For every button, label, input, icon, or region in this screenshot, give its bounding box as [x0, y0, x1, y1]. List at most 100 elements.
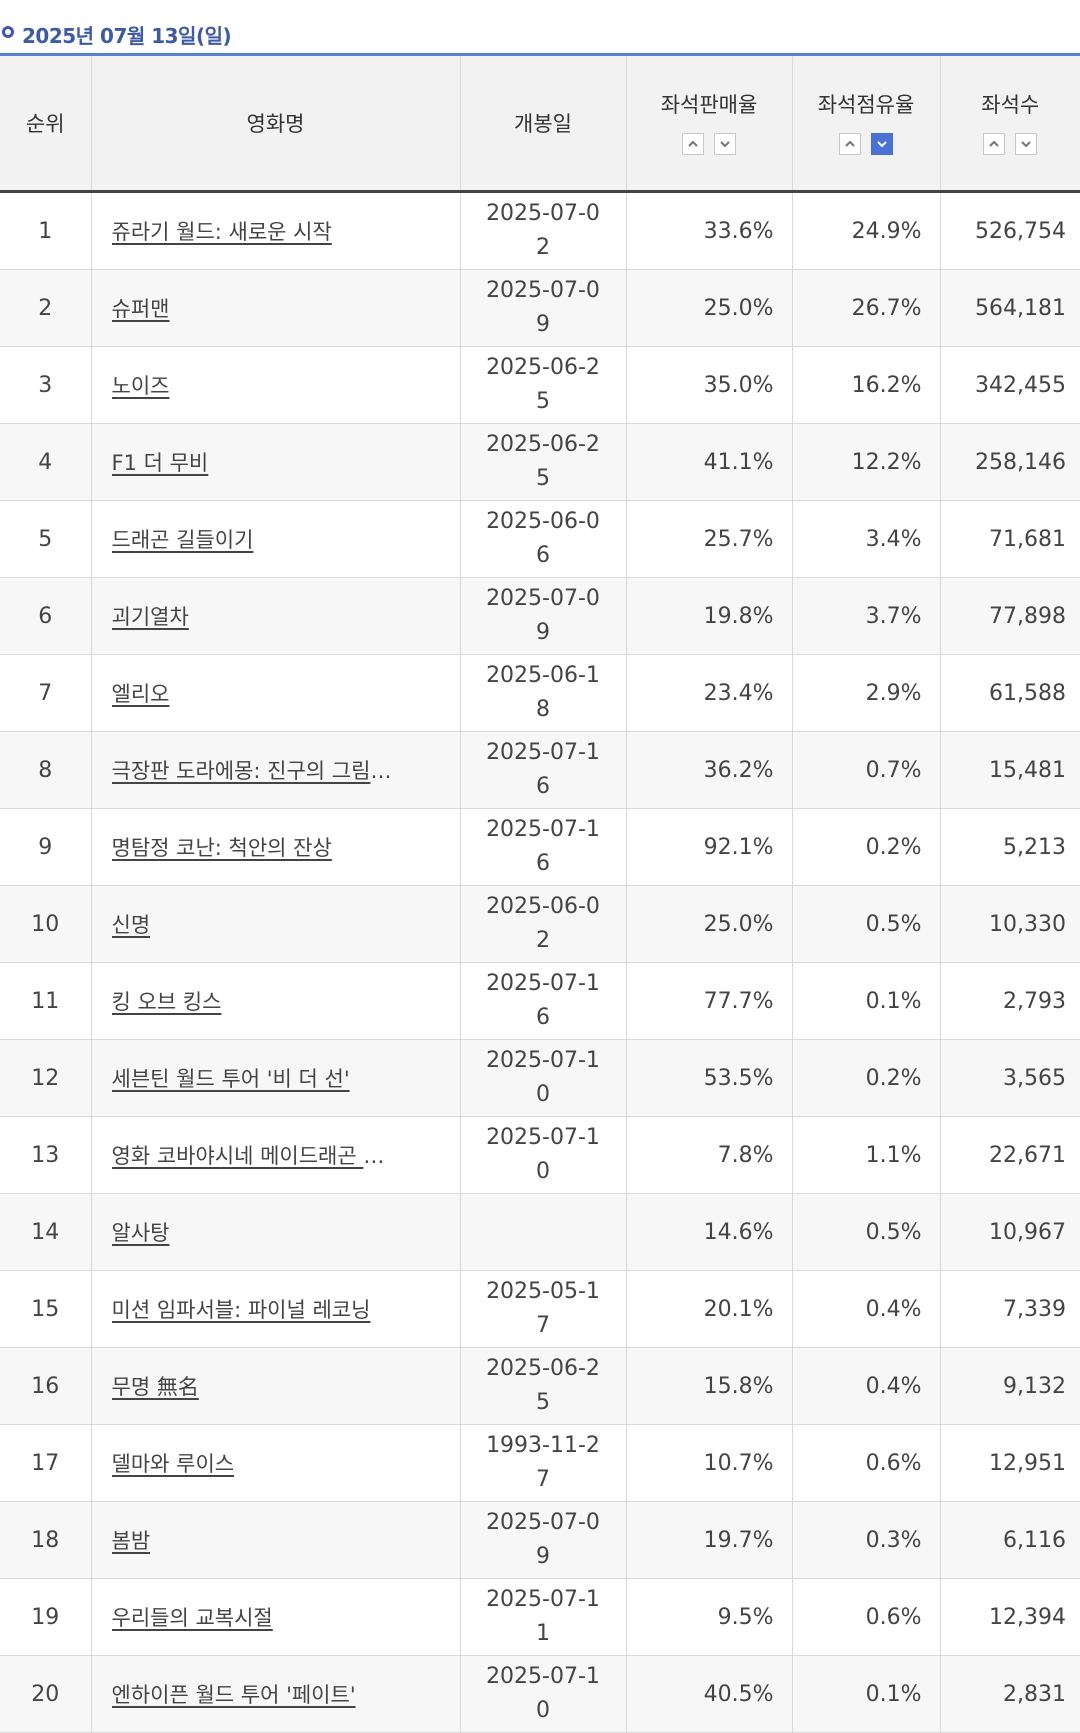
table-row: 5 드래곤 길들이기 2025-06-06 25.7% 3.4% 71,681 — [0, 500, 1080, 578]
rank-cell: 10 — [0, 885, 92, 963]
box-office-table: 순위 영화명 개봉일 좌석판매율 좌석점유율 — [0, 56, 1080, 1733]
movie-title-link[interactable]: 알사탕 — [111, 1221, 170, 1245]
share-rate-cell: 0.4% — [792, 1347, 941, 1425]
sales-rate-cell: 15.8% — [626, 1347, 793, 1425]
sales-rate-cell: 25.7% — [626, 500, 793, 578]
table-row: 14 알사탕 14.6% 0.5% 10,967 — [0, 1193, 1080, 1271]
share-rate-cell: 26.7% — [792, 269, 941, 347]
rank-cell: 9 — [0, 808, 92, 886]
title-cell: 미션 임파서블: 파이널 레코닝 — [91, 1270, 461, 1348]
movie-title-link[interactable]: 엘리오 — [111, 682, 170, 706]
movie-title-link[interactable]: 델마와 루이스 — [111, 1452, 235, 1476]
share-rate-cell: 2.9% — [792, 654, 941, 732]
chevron-up-icon — [688, 140, 698, 147]
rank-cell: 18 — [0, 1501, 92, 1579]
seats-cell: 526,754 — [940, 191, 1080, 270]
table-row: 19 우리들의 교복시절 2025-07-11 9.5% 0.6% 12,394 — [0, 1578, 1080, 1656]
movie-title-link[interactable]: 엔하이픈 월드 투어 '페이트' — [111, 1683, 356, 1707]
rank-cell: 14 — [0, 1193, 92, 1271]
sales-rate-cell: 35.0% — [626, 346, 793, 424]
sales-rate-cell: 33.6% — [626, 191, 793, 270]
title-cell: 우리들의 교복시절 — [91, 1578, 461, 1656]
sort-desc-sales-button[interactable] — [714, 133, 736, 155]
title-cell: 알사탕 — [91, 1193, 461, 1271]
open-date-cell: 2025-07-09 — [460, 577, 627, 655]
chevron-up-icon — [845, 140, 855, 147]
table-row: 8 극장판 도라에몽: 진구의 그림이야기 2025-07-16 36.2% 0.7% 1… — [0, 731, 1080, 809]
rank-cell: 12 — [0, 1039, 92, 1117]
title-cell: 드래곤 길들이기 — [91, 500, 461, 578]
sort-asc-seats-button[interactable] — [983, 133, 1006, 155]
open-date-cell: 2025-05-17 — [460, 1270, 627, 1348]
seats-header: 좌석수 — [940, 56, 1080, 193]
movie-title-link[interactable]: 드래곤 길들이기 — [111, 528, 254, 552]
table-row: 9 명탐정 코난: 척안의 잔상 2025-07-16 92.1% 0.2% 5,213 — [0, 808, 1080, 886]
movie-title-link[interactable]: F1 더 무비 — [111, 451, 209, 475]
open-date-cell: 2025-07-11 — [460, 1578, 627, 1656]
sort-asc-sales-button[interactable] — [682, 133, 704, 155]
table-row: 6 괴기열차 2025-07-09 19.8% 3.7% 77,898 — [0, 577, 1080, 655]
sales-rate-cell: 10.7% — [626, 1424, 793, 1502]
table-row: 11 킹 오브 킹스 2025-07-16 77.7% 0.1% 2,793 — [0, 962, 1080, 1040]
movie-title-link[interactable]: 신명 — [111, 913, 151, 937]
sales-rate-cell: 19.7% — [626, 1501, 793, 1579]
title-cell: 영화 코바야시네 메이드래곤 외로… — [91, 1116, 461, 1194]
movie-title-link[interactable]: 무명 無名 — [111, 1375, 199, 1399]
sort-desc-seats-button[interactable] — [1015, 133, 1038, 155]
title-cell: 봄밤 — [91, 1501, 461, 1579]
open-date-cell: 2025-07-09 — [460, 1501, 627, 1579]
seats-cell: 342,455 — [940, 346, 1080, 424]
movie-title-link[interactable]: 영화 코바야시네 메이드래곤 외로… — [111, 1144, 402, 1168]
movie-title-link[interactable]: 세븐틴 월드 투어 '비 더 선' — [111, 1067, 350, 1091]
title-cell: 노이즈 — [91, 346, 461, 424]
movie-title-link[interactable]: 우리들의 교복시절 — [111, 1606, 273, 1630]
seats-cell: 12,951 — [940, 1424, 1080, 1502]
seats-cell: 6,116 — [940, 1501, 1080, 1579]
share-rate-cell: 0.6% — [792, 1424, 941, 1502]
rank-cell: 11 — [0, 962, 92, 1040]
movie-title-link[interactable]: 명탐정 코난: 척안의 잔상 — [111, 836, 332, 860]
movie-title-link[interactable]: 봄밤 — [111, 1529, 151, 1553]
share-rate-cell: 0.3% — [792, 1501, 941, 1579]
open-date-cell: 2025-07-02 — [460, 191, 627, 270]
movie-title-link[interactable]: 노이즈 — [111, 374, 170, 398]
rank-cell: 15 — [0, 1270, 92, 1348]
open-date-cell: 2025-06-25 — [460, 1347, 627, 1425]
open-date-cell: 2025-06-25 — [460, 423, 627, 501]
date-header: 2025년 07월 13일(일) — [0, 0, 1080, 56]
movie-title-link[interactable]: 슈퍼맨 — [111, 297, 170, 321]
open-date-cell: 2025-07-16 — [460, 808, 627, 886]
seats-cell: 7,339 — [940, 1270, 1080, 1348]
open-date-cell: 2025-07-10 — [460, 1116, 627, 1194]
table-row: 12 세븐틴 월드 투어 '비 더 선' 2025-07-10 53.5% 0.2% 3,… — [0, 1039, 1080, 1117]
sales-rate-cell: 40.5% — [626, 1655, 793, 1733]
title-header: 영화명 — [91, 56, 461, 193]
rank-cell: 5 — [0, 500, 92, 578]
share-rate-cell: 12.2% — [792, 423, 941, 501]
share-rate-cell: 16.2% — [792, 346, 941, 424]
sales-rate-cell: 7.8% — [626, 1116, 793, 1194]
seats-cell: 10,967 — [940, 1193, 1080, 1271]
title-cell: 괴기열차 — [91, 577, 461, 655]
share-rate-cell: 0.5% — [792, 885, 941, 963]
rank-header: 순위 — [0, 56, 92, 193]
rank-cell: 20 — [0, 1655, 92, 1733]
movie-title-link[interactable]: 킹 오브 킹스 — [111, 990, 222, 1014]
share-rate-cell: 1.1% — [792, 1116, 941, 1194]
seats-cell: 9,132 — [940, 1347, 1080, 1425]
movie-title-link[interactable]: 극장판 도라에몽: 진구의 그림이야기 — [111, 759, 402, 783]
open-date-cell: 2025-07-09 — [460, 269, 627, 347]
movie-title-link[interactable]: 쥬라기 월드: 새로운 시작 — [111, 220, 332, 244]
open-date-cell: 2025-07-10 — [460, 1039, 627, 1117]
seats-cell: 2,793 — [940, 962, 1080, 1040]
sort-desc-share-button[interactable] — [871, 133, 893, 155]
share-rate-cell: 0.2% — [792, 1039, 941, 1117]
sort-asc-share-button[interactable] — [839, 133, 861, 155]
seats-cell: 61,588 — [940, 654, 1080, 732]
title-cell: 쥬라기 월드: 새로운 시작 — [91, 191, 461, 270]
movie-title-link[interactable]: 괴기열차 — [111, 605, 189, 629]
rank-cell: 3 — [0, 346, 92, 424]
title-cell: 킹 오브 킹스 — [91, 962, 461, 1040]
movie-title-link[interactable]: 미션 임파서블: 파이널 레코닝 — [111, 1298, 371, 1322]
table-row: 18 봄밤 2025-07-09 19.7% 0.3% 6,116 — [0, 1501, 1080, 1579]
